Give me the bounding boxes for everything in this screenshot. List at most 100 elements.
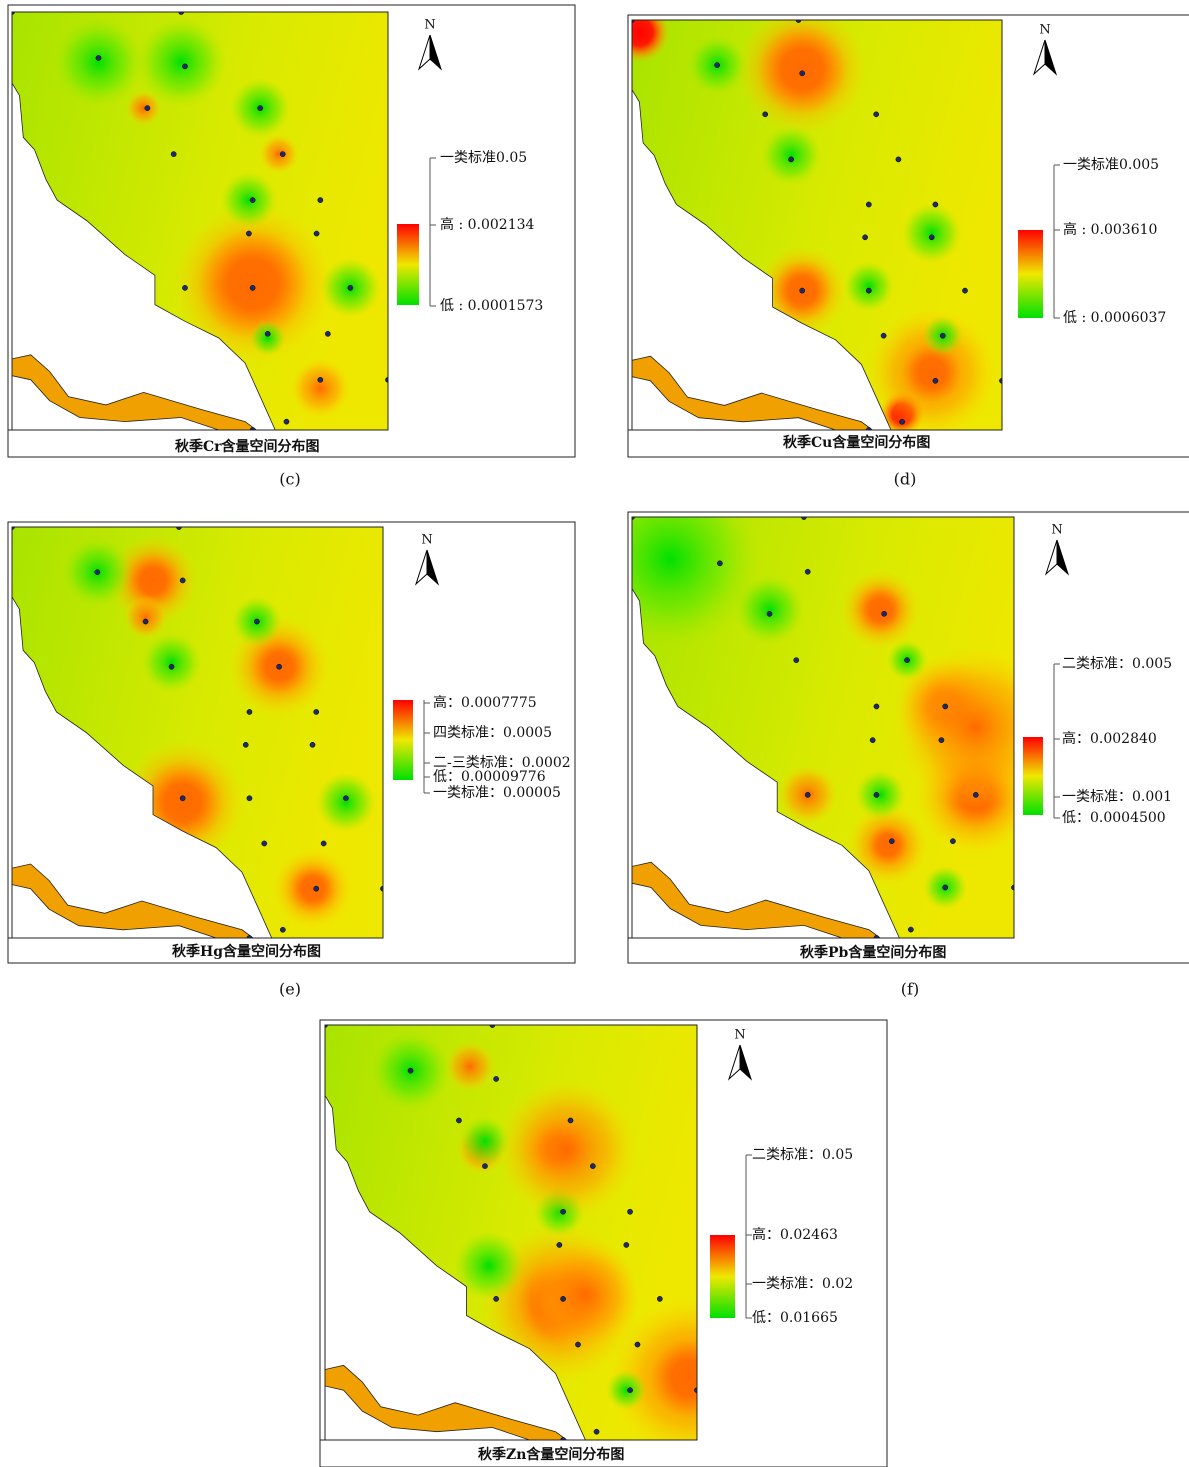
- sample-point: [247, 709, 252, 714]
- sample-point: [408, 1068, 413, 1073]
- hotspot: [250, 320, 286, 356]
- sample-point: [627, 1388, 632, 1393]
- sample-point: [657, 1296, 662, 1301]
- sample-point: [254, 619, 259, 624]
- sample-point: [881, 333, 886, 338]
- sample-point: [265, 331, 270, 336]
- sample-point: [348, 285, 353, 290]
- map: [9, 9, 390, 432]
- sample-point: [794, 658, 799, 663]
- sample-point: [314, 709, 319, 714]
- map-title: 秋季Zn含量空间分布图: [478, 1446, 624, 1463]
- hotspot: [606, 1370, 646, 1410]
- legend-label: 二类标准：0.005: [1062, 656, 1172, 672]
- legend-label: 高：0.0007775: [433, 694, 537, 711]
- sample-point: [950, 839, 955, 844]
- hotspot: [737, 4, 867, 134]
- map-title: 秋季Cu含量空间分布图: [783, 434, 930, 451]
- legend-label: 四类标准：0.0005: [433, 725, 552, 741]
- sample-point: [789, 157, 794, 162]
- sample-point: [800, 71, 805, 76]
- legend-label: 一类标准：0.001: [1062, 789, 1172, 805]
- sample-point: [870, 738, 875, 743]
- sample-point: [180, 578, 185, 583]
- hotspot: [497, 1080, 637, 1220]
- map: [580, 469, 1056, 941]
- caption: (c): [279, 470, 300, 489]
- sample-point: [800, 288, 805, 293]
- hotspot: [530, 1240, 640, 1350]
- sample-point: [962, 288, 967, 293]
- sample-point: [594, 1429, 599, 1434]
- sample-point: [715, 63, 720, 68]
- sample-point: [805, 792, 810, 797]
- legend-label: 一类标准0.005: [1063, 157, 1159, 173]
- caption: (e): [279, 980, 301, 999]
- legend-color-bar: [710, 1235, 735, 1318]
- sample-point: [560, 1209, 565, 1214]
- sample-point: [896, 157, 901, 162]
- sample-point: [456, 1118, 461, 1123]
- sample-point: [143, 619, 148, 624]
- sample-point: [635, 1342, 640, 1347]
- hotspot: [221, 172, 277, 228]
- sample-point: [627, 1209, 632, 1214]
- sample-point: [180, 796, 185, 801]
- sample-point: [280, 927, 285, 932]
- sample-point: [284, 419, 289, 424]
- sample-point: [805, 569, 810, 574]
- north-label: N: [1039, 23, 1050, 38]
- legend-label: 一类标准：0.00005: [433, 785, 561, 801]
- legend-color-bar: [1018, 230, 1043, 318]
- legend-label: 高 : 0.002134: [440, 216, 535, 233]
- sample-point: [250, 285, 255, 290]
- hotspot: [124, 595, 168, 639]
- legend-label: 低：0.01665: [752, 1310, 838, 1326]
- sample-point: [95, 570, 100, 575]
- sample-point: [908, 927, 913, 932]
- sample-point: [145, 106, 150, 111]
- map-title: 秋季Pb含量空间分布图: [800, 944, 946, 961]
- sample-point: [863, 235, 868, 240]
- hotspot: [840, 570, 920, 650]
- legend-label: 高 : 0.003610: [1063, 221, 1157, 238]
- sample-point: [280, 152, 285, 157]
- sample-point: [171, 152, 176, 157]
- north-label: N: [1051, 523, 1062, 538]
- sample-point: [560, 1296, 565, 1301]
- sample-point: [940, 333, 945, 338]
- legend-label: 高：0.002840: [1062, 730, 1157, 747]
- sample-point: [482, 1164, 487, 1169]
- sample-point: [767, 611, 772, 616]
- hotspot: [273, 849, 353, 929]
- sample-point: [889, 839, 894, 844]
- legend-color-bar: [397, 224, 419, 305]
- legend-label: 低：0.0004500: [1062, 810, 1166, 826]
- sample-point: [96, 55, 101, 60]
- sample-point: [866, 288, 871, 293]
- sample-point: [874, 792, 879, 797]
- sample-point: [763, 112, 768, 117]
- sample-point: [494, 1296, 499, 1301]
- map-title: 秋季Cr含量空间分布图: [175, 438, 320, 455]
- hotspot: [855, 770, 905, 820]
- hotspot: [445, 1042, 495, 1092]
- sample-point: [575, 1342, 580, 1347]
- legend-label: 低 : 0.0006037: [1063, 310, 1166, 326]
- sample-point: [717, 561, 722, 566]
- sample-point: [939, 738, 944, 743]
- sample-point: [310, 742, 315, 747]
- legend-label: 一类标准0.05: [440, 150, 527, 166]
- north-label: N: [424, 18, 435, 33]
- sample-point: [557, 1242, 562, 1247]
- sample-point: [943, 704, 948, 709]
- sample-point: [973, 792, 978, 797]
- north-label: N: [421, 533, 432, 548]
- sample-point: [321, 841, 326, 846]
- sample-point: [258, 106, 263, 111]
- sample-point: [933, 202, 938, 207]
- sample-point: [182, 285, 187, 290]
- sample-point: [318, 198, 323, 203]
- hotspot: [844, 262, 894, 312]
- sample-point: [929, 235, 934, 240]
